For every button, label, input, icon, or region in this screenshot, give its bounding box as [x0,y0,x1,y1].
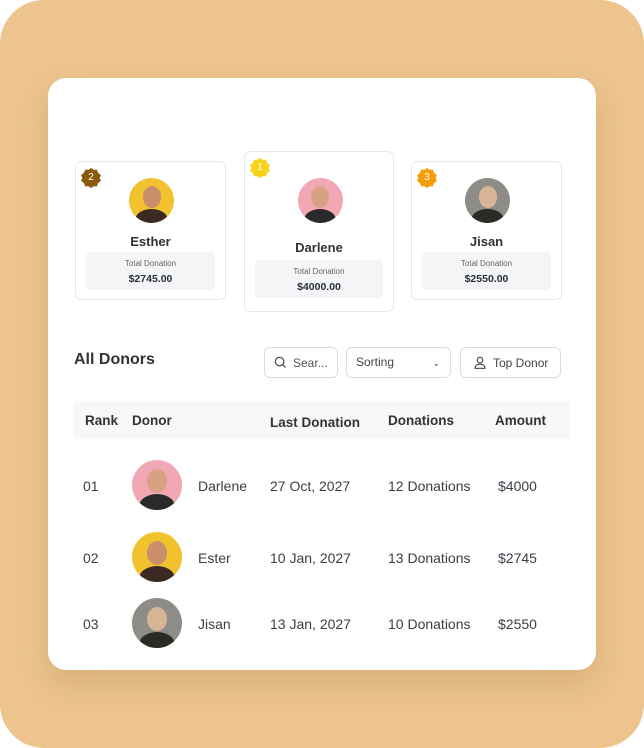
rank-cell: 02 [83,550,99,566]
search-input[interactable]: Sear... [264,347,338,378]
donor-avatar [132,532,182,582]
donations-cell: 13 Donations [388,550,471,566]
last-donation-cell: 10 Jan, 2027 [270,550,351,566]
search-icon [274,356,287,369]
total-donation-box: Total Donation $2745.00 [86,252,215,290]
total-donation-box: Total Donation $4000.00 [255,260,383,298]
header-last-donation: Last Donation [270,415,360,430]
table-header [73,401,570,439]
podium-card-rank-3[interactable]: 3 Jisan Total Donation $2550.00 [411,161,562,300]
donor-name-cell: Darlene [198,478,248,494]
donations-cell: 12 Donations [388,478,471,494]
rank-cell: 03 [83,616,99,632]
sorting-label: Sorting [356,355,395,369]
top-donor-label: Top Donor [493,355,549,370]
amount-cell: $4000 [498,478,537,494]
rank-badge-icon: 1 [250,158,270,178]
total-donation-value: $2550.00 [464,273,509,285]
rank-badge-icon: 3 [417,168,437,188]
podium-card-rank-2[interactable]: 2 Esther Total Donation $2745.00 [75,161,226,300]
donor-name: Jisan [469,234,504,249]
search-placeholder: Sear... [293,355,328,370]
total-donation-label: Total Donation [293,267,345,276]
donations-cell: 10 Donations [388,616,471,632]
donor-name-cell: Jisan [198,616,231,632]
total-donation-value: $4000.00 [297,281,341,293]
donor-name-cell: Ester [198,550,231,566]
donor-name: Darlene [295,240,343,255]
section-title: All Donors [74,351,155,368]
total-donation-label: Total Donation [460,259,513,268]
avatar [297,178,343,223]
rank-cell: 01 [83,478,99,494]
total-donation-value: $2745.00 [128,273,173,285]
donor-name: Esther [130,234,171,249]
amount-cell: $2745 [498,550,537,566]
header-rank: Rank [85,413,119,428]
amount-cell: $2550 [498,616,537,632]
total-donation-label: Total Donation [124,259,177,268]
user-icon [474,356,486,369]
header-donations: Donations [388,413,454,428]
total-donation-box: Total Donation $2550.00 [422,252,551,290]
avatar [129,178,174,223]
podium-card-rank-1[interactable]: 1 Darlene Total Donation $4000.00 [244,151,394,312]
avatar [465,178,510,223]
rank-badge-icon: 2 [81,168,101,188]
chevron-down-icon: ⌄ [432,358,440,368]
donor-avatar [132,460,182,510]
last-donation-cell: 13 Jan, 2027 [270,616,351,632]
header-donor: Donor [132,413,172,428]
top-donor-button[interactable]: Top Donor [460,347,561,378]
donor-avatar [132,598,182,648]
sorting-select[interactable]: Sorting ⌄ [346,347,451,378]
header-amount: Amount [495,413,546,428]
last-donation-cell: 27 Oct, 2027 [270,478,351,494]
